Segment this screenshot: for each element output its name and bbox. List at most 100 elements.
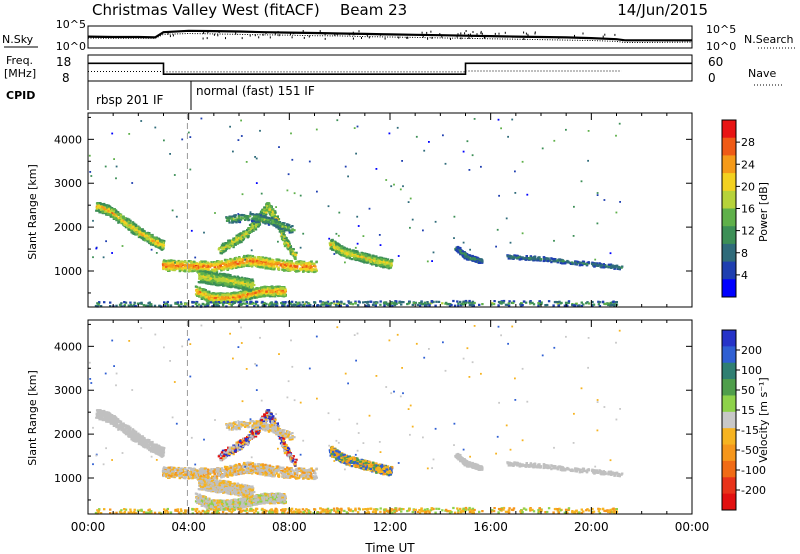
power-echo-cell — [295, 265, 299, 268]
power-echo-cell — [167, 267, 171, 270]
power-echo-cell — [287, 239, 290, 243]
power-echo-cell — [219, 252, 222, 255]
power-echo-cell — [224, 249, 227, 252]
power-echo-cell — [130, 224, 133, 227]
power-echo-cell — [241, 258, 245, 262]
power-echo-cell — [256, 294, 260, 297]
power-echo-cell — [124, 218, 127, 221]
power-echo-cell — [155, 239, 159, 242]
power-echo-cell — [208, 270, 211, 273]
noise-line-search — [87, 32, 693, 43]
power-echo-cell — [209, 262, 212, 266]
power-echo-cell — [122, 216, 125, 219]
power-echo-cell — [282, 237, 285, 240]
noise-spike — [384, 37, 386, 40]
power-echo-cell — [278, 262, 281, 265]
noise-spike — [460, 32, 462, 35]
power-echo-cell — [248, 262, 251, 265]
noise-spike — [217, 34, 219, 37]
power-echo-cell — [242, 283, 245, 287]
power-echo-cell — [235, 234, 238, 237]
power-echo-cell — [194, 269, 198, 272]
power-echo-cell — [209, 277, 212, 280]
power-echo-cell — [267, 267, 270, 270]
noise-spike — [207, 31, 209, 33]
power-echo-cell — [286, 243, 290, 246]
power-echo-cell — [108, 205, 111, 208]
power-echo-cell — [294, 269, 297, 272]
power-echo-cell — [221, 249, 224, 252]
noise-spike — [439, 33, 441, 36]
power-echo-cell — [217, 266, 220, 269]
power-echo-cell — [220, 269, 223, 272]
power-echo-cell — [347, 248, 350, 251]
noise-spike — [348, 33, 350, 36]
power-echo-cell — [281, 287, 284, 290]
power-echo-cell — [309, 262, 313, 265]
power-echo-cell — [178, 260, 182, 263]
noise-spike — [422, 35, 424, 38]
power-echo-cell — [315, 269, 318, 272]
noise-right-label: N.Search — [744, 33, 794, 46]
power-echo-cell — [277, 291, 281, 294]
power-echo-cell — [299, 268, 302, 271]
power-echo-cell — [227, 245, 230, 248]
power-echo-cell — [294, 262, 298, 265]
power-echo-cell — [238, 295, 241, 298]
power-echo-cell — [348, 248, 351, 251]
power-echo-cell — [103, 203, 106, 206]
power-echo-cell — [97, 204, 100, 207]
power-echo-cell — [122, 219, 125, 222]
power-echo-cell — [234, 297, 237, 300]
power-echo-cell — [220, 261, 223, 264]
power-echo-cell — [215, 283, 218, 286]
power-echo-cell — [292, 248, 295, 251]
power-echo-cell — [263, 263, 266, 266]
power-echo-cell — [221, 274, 224, 277]
power-echo-cell — [279, 259, 283, 262]
power-echo-cell — [255, 289, 258, 292]
power-echo-cell — [209, 296, 212, 299]
power-echo-cell — [197, 288, 201, 291]
power-echo-cell — [265, 258, 268, 261]
power-echo-cell — [253, 288, 256, 291]
noise-left-tick-bottom: 10^0 — [56, 40, 86, 53]
power-echo-cell — [276, 292, 280, 295]
noise-spike — [366, 34, 368, 37]
power-echo-cell — [138, 234, 141, 237]
power-echo-cell — [343, 246, 346, 249]
power-echo-cell — [221, 262, 224, 265]
noise-spike — [614, 33, 616, 36]
power-echo-cell — [162, 264, 165, 267]
power-echo-cell — [209, 282, 212, 285]
power-echo-cell — [262, 260, 265, 264]
beam-label: Beam 23 — [340, 1, 407, 19]
power-echo-cell — [195, 290, 198, 293]
noise-spike — [484, 36, 486, 39]
power-echo-cell — [224, 242, 228, 245]
power-echo-cell — [254, 226, 257, 229]
power-echo-cell — [207, 282, 210, 285]
power-echo-cell — [160, 248, 163, 251]
power-echo-cell — [106, 213, 109, 216]
power-echo-cell — [195, 265, 198, 269]
power-echo-cell — [199, 294, 202, 297]
power-echo-cell — [243, 264, 247, 267]
power-echo-cell — [180, 260, 183, 263]
power-echo-cell — [269, 267, 272, 270]
power-echo-cell — [265, 262, 269, 265]
power-echo-cell — [222, 280, 226, 283]
noise-spike — [457, 33, 459, 36]
power-echo-cell — [183, 260, 187, 263]
power-echo-cell — [115, 209, 118, 212]
power-echo-cell — [157, 244, 160, 247]
noise-spike — [262, 33, 264, 36]
power-echo-cell — [266, 294, 270, 297]
power-echo-cell — [202, 281, 205, 284]
power-echo-cell — [105, 213, 108, 216]
power-echo-cell — [259, 261, 262, 265]
power-echo-cell — [277, 218, 281, 221]
noise-spike — [512, 35, 514, 38]
power-echo-cell — [213, 265, 216, 268]
power-echo-cell — [236, 276, 240, 279]
